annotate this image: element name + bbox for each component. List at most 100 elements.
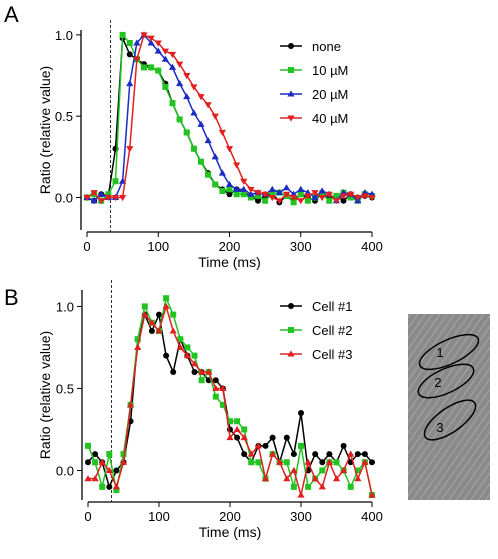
data-point — [347, 450, 355, 457]
data-point — [211, 153, 219, 160]
data-point — [275, 198, 283, 205]
legend-marker — [287, 90, 295, 97]
data-point — [119, 31, 126, 38]
data-point — [283, 434, 290, 441]
legend-marker — [288, 43, 294, 49]
legend-marker — [288, 67, 294, 73]
y-tick-label: 0.0 — [55, 190, 73, 205]
data-point — [177, 336, 184, 343]
legend-label: Cell #1 — [312, 299, 352, 314]
data-point — [205, 368, 213, 375]
x-tick-label: 400 — [361, 239, 383, 254]
data-point — [92, 451, 99, 458]
data-point — [134, 343, 142, 350]
data-point — [105, 466, 113, 473]
data-point — [141, 311, 149, 318]
data-point — [198, 368, 206, 375]
data-point — [283, 475, 291, 482]
data-point — [183, 352, 191, 359]
data-point — [333, 459, 340, 466]
data-point — [340, 197, 347, 204]
data-point — [219, 401, 226, 408]
data-point — [354, 467, 361, 474]
data-point — [233, 162, 241, 169]
x-tick-label: 100 — [147, 239, 169, 254]
data-point — [319, 191, 326, 198]
x-axis-label: Time (ms) — [199, 524, 261, 540]
data-point — [155, 327, 163, 334]
data-point — [98, 458, 106, 465]
data-point — [148, 319, 156, 326]
data-point — [176, 61, 184, 68]
data-point — [268, 194, 276, 202]
data-point — [90, 190, 98, 197]
x-axis-label: Time (ms) — [198, 254, 260, 270]
data-point — [262, 197, 269, 204]
data-point — [304, 458, 312, 465]
data-point — [325, 458, 333, 465]
data-point — [283, 459, 290, 466]
data-point — [240, 185, 248, 192]
data-point — [290, 194, 298, 202]
data-point — [212, 393, 219, 400]
data-point — [161, 55, 169, 62]
data-point — [290, 483, 297, 490]
data-point — [305, 483, 312, 490]
data-point — [168, 63, 177, 70]
data-point — [319, 459, 326, 466]
data-point — [113, 467, 120, 474]
data-point — [133, 39, 141, 46]
data-point — [297, 191, 304, 198]
data-point — [226, 186, 233, 193]
data-point — [254, 442, 262, 449]
data-point — [241, 426, 248, 433]
data-point — [183, 93, 191, 100]
data-point — [326, 451, 333, 458]
data-point — [176, 80, 184, 87]
data-point — [233, 191, 240, 198]
data-point — [247, 194, 254, 201]
data-point — [127, 401, 135, 408]
data-point — [168, 51, 177, 58]
data-point — [297, 198, 305, 205]
data-point — [226, 191, 233, 198]
x-tick-label: 300 — [290, 239, 312, 254]
data-point — [184, 344, 191, 351]
data-point — [85, 442, 91, 449]
data-point — [311, 190, 319, 197]
data-point — [247, 190, 255, 197]
data-point — [312, 451, 319, 458]
data-point — [262, 442, 269, 449]
data-point — [111, 194, 120, 202]
roi-outline — [417, 363, 475, 399]
data-point — [298, 410, 304, 417]
data-point — [290, 451, 297, 458]
roi-label: 1 — [436, 345, 443, 360]
data-point — [269, 191, 276, 198]
data-point — [218, 129, 226, 137]
data-point — [169, 100, 176, 107]
y-axis-label: Ratio (relative value) — [37, 66, 53, 194]
data-point — [225, 180, 234, 187]
data-point — [219, 384, 227, 391]
data-point — [304, 193, 312, 200]
data-point — [361, 193, 369, 200]
data-point — [218, 169, 226, 176]
data-point — [354, 451, 361, 458]
data-point — [134, 336, 141, 343]
data-point — [126, 146, 134, 153]
data-point — [261, 475, 270, 482]
data-point — [106, 451, 113, 458]
data-point — [311, 475, 319, 482]
legend-label: Cell #2 — [312, 323, 352, 338]
data-point — [104, 194, 112, 202]
data-point — [170, 369, 177, 376]
data-point — [113, 487, 120, 494]
data-point — [368, 194, 376, 202]
legend-marker — [288, 327, 294, 333]
data-point — [326, 197, 333, 204]
data-point — [161, 48, 169, 55]
legend-label: 10 µM — [312, 63, 348, 78]
y-tick-label: 1.0 — [56, 299, 74, 314]
data-point — [354, 194, 362, 202]
